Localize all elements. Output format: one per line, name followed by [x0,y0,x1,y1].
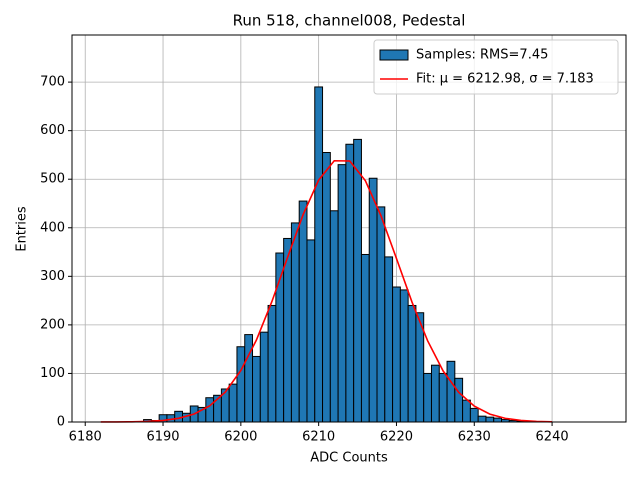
y-tick-label: 200 [40,317,65,332]
x-axis-label: ADC Counts [310,451,388,466]
histogram-bar [368,177,378,423]
x-tick-label: 6220 [380,430,413,445]
x-tick-label: 6230 [458,430,491,445]
x-tick-label: 6240 [536,430,569,445]
y-tick-label: 0 [57,415,65,430]
histogram-bar [329,210,339,423]
histogram-bar [423,372,432,423]
legend-label: Samples: RMS=7.45 [416,48,548,63]
histogram-bar [493,417,503,423]
histogram-bar [430,364,440,423]
histogram-bar [399,289,409,423]
y-tick-label: 700 [40,75,65,90]
histogram-bar [446,360,456,423]
histogram-bar [259,331,269,423]
x-tick-label: 6210 [302,430,335,445]
y-axis-label: Entries [15,206,30,252]
histogram-bar [407,304,417,423]
histogram-bar [252,355,261,423]
y-tick-label: 100 [40,366,65,381]
histogram-bar [485,416,495,423]
histogram-bar [236,346,246,423]
histogram-bar [384,256,394,423]
fit-line [100,159,553,423]
histogram-bar [462,399,471,423]
legend-label: Fit: μ = 6212.98, σ = 7.183 [416,72,594,87]
x-tick-label: 6180 [69,430,102,445]
histogram-bar [392,286,401,423]
y-tick-label: 600 [40,123,65,138]
histogram-bar [322,152,331,423]
legend-box [373,39,619,95]
histogram-bar [290,222,300,423]
histogram-bar [438,372,448,423]
x-tick-label: 6190 [146,430,179,445]
histogram-bar [205,397,215,423]
histogram-bar [174,410,183,423]
histogram-bar [345,143,355,423]
chart-title: Run 518, channel008, Pedestal [233,12,466,30]
plot-frame [71,34,627,423]
histogram-bar [477,415,487,423]
histogram-bar [306,239,316,423]
histogram-bar [337,164,347,423]
histogram-bar [360,253,370,423]
y-tick-label: 300 [40,269,65,284]
histogram-bar [228,383,238,423]
y-tick-label: 400 [40,220,65,235]
y-tick-label: 500 [40,172,65,187]
histogram-bar [244,334,254,423]
histogram-bar [376,206,386,423]
histogram-bar [267,304,277,423]
histogram-bar [469,407,479,423]
x-tick-label: 6200 [224,430,257,445]
legend-patch [379,49,409,61]
histogram-bar [353,138,362,423]
histogram-bar [454,377,464,423]
histogram-bar [298,200,308,423]
histogram-bar [314,86,324,423]
